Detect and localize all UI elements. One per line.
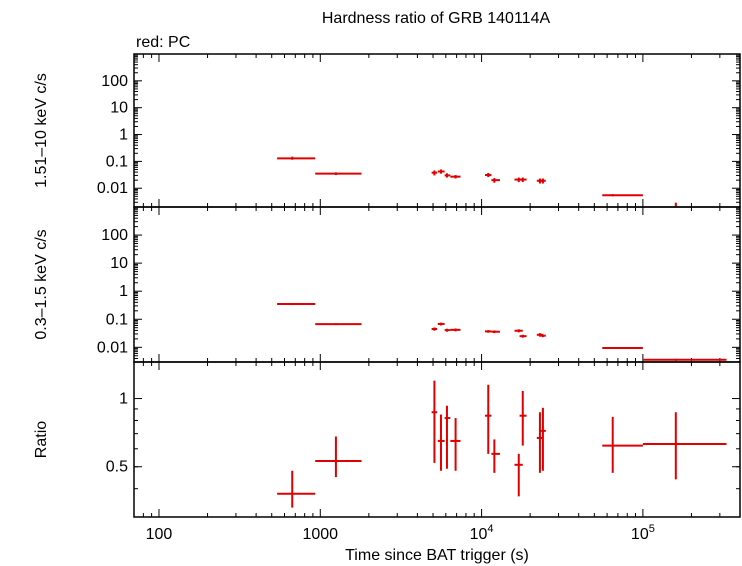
data-point [602,346,643,349]
data-point [540,178,546,184]
panel-soft: 0.3–1.5 keV c/s 100 10 1 0.1 0.01 [33,206,741,363]
data-point [485,172,492,178]
y-tick-label: 0.01 [97,339,128,356]
data-point [540,407,546,471]
data-point [602,194,643,197]
y-tick-label: 10 [110,100,128,117]
data-point [431,327,438,331]
y-tick-label: 1 [119,283,128,300]
data-point [491,439,500,473]
chart-title: Hardness ratio of GRB 140114A [322,10,551,27]
data-point [437,414,445,471]
y-tick-label: 1 [119,127,128,144]
data-point [642,412,727,480]
panel-hard: 1.51–10 keV c/s 100 10 1 0.1 0.01 [33,53,741,208]
data-point [491,330,500,334]
data-point [437,322,445,326]
x-tick-label: 1000 [302,526,338,543]
data-point [519,334,527,338]
y-tick-label: 0.01 [97,180,128,197]
data-point [450,328,461,332]
data-point [277,156,316,160]
data-point [642,358,727,361]
data-point [519,177,527,183]
data-point [674,202,677,207]
data-point [450,175,461,179]
y-tick-label: 100 [101,227,128,244]
y-axis-label: 0.3–1.5 keV c/s [33,229,50,339]
panel-frame [133,53,741,208]
y-axis-label: 1.51–10 keV c/s [33,73,50,188]
data-point [519,390,527,446]
x-tick-label: 104 [470,523,494,543]
panel-frame [133,206,741,363]
data-point [315,436,362,478]
data-point [536,412,543,473]
data-point [514,329,523,333]
data-point [431,170,438,176]
data-point [315,172,362,176]
y-tick-label: 1 [119,391,128,408]
data-point [277,470,316,508]
legend-label: red: PC [136,34,190,51]
x-tick-label: 105 [631,523,655,543]
data-point [491,178,500,183]
data-point [602,416,643,473]
y-tick-label: 10 [110,255,128,272]
data-point [450,418,461,471]
y-tick-label: 0.5 [106,459,128,476]
data-point [444,173,451,178]
y-tick-label: 100 [101,73,128,90]
y-axis-label: Ratio [33,421,50,458]
data-point [444,405,451,469]
panel-ratio: Ratio 1 0.5 [33,361,741,518]
panel-frame [133,361,741,518]
data-point [277,302,316,306]
data-point [485,384,492,454]
data-point [540,334,546,338]
data-point [514,453,523,497]
y-tick-label: 0.1 [106,311,128,328]
data-point [485,330,492,333]
x-tick-label: 100 [146,526,173,543]
data-point [437,169,445,174]
y-tick-label: 0.1 [106,153,128,170]
data-point [444,328,451,332]
data-point [315,323,362,326]
x-axis-label: Time since BAT trigger (s) [345,547,529,564]
data-point [431,380,438,463]
